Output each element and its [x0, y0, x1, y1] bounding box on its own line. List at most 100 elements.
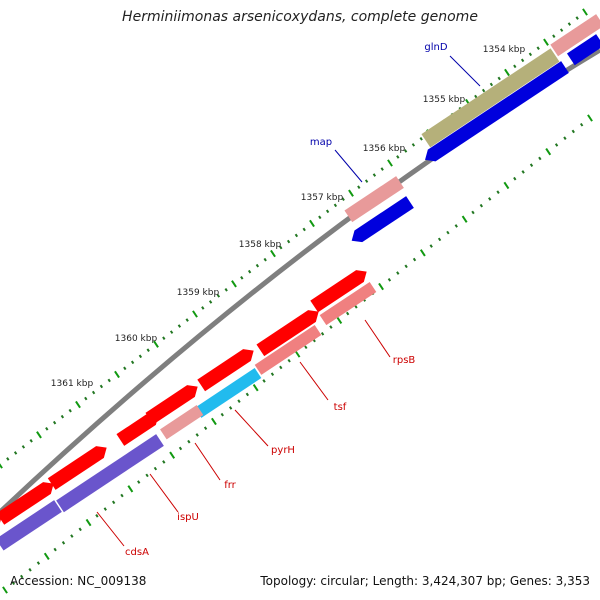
gene-leader-line: [364, 319, 391, 358]
inner-tick: [545, 148, 552, 156]
pyrH-band: [194, 368, 262, 418]
outer-tick: [419, 137, 423, 141]
inner-tick: [162, 460, 166, 464]
outer-tick: [138, 354, 143, 359]
outer-tick: [208, 300, 213, 304]
outer-tick: [552, 34, 556, 38]
outer-tick: [372, 173, 377, 177]
forward-cds-4-shape: [116, 413, 159, 446]
outer-tick: [279, 245, 283, 250]
outer-tick: [325, 209, 330, 214]
inner-tick: [488, 197, 492, 201]
map-title: Herminiimonas arsenicoxydans, complete g…: [122, 9, 478, 25]
inner-tick: [461, 215, 468, 223]
outer-tick: [520, 58, 525, 63]
inner-tick: [571, 129, 575, 134]
inner-tick: [53, 547, 57, 552]
upper-rna-band: [550, 14, 600, 57]
inner-tick: [554, 143, 559, 147]
outer-tick: [380, 167, 384, 171]
outer-tick: [309, 219, 315, 228]
inner-tick: [153, 466, 158, 471]
outer-tick: [84, 396, 88, 401]
outer-tick: [91, 390, 96, 395]
inner-tick: [20, 574, 24, 579]
outer-tick: [177, 324, 182, 328]
outer-tick: [528, 52, 533, 57]
forward-cds-0: [310, 270, 367, 313]
forward-cds-6: [0, 482, 54, 525]
outer-tick: [216, 294, 221, 298]
inner-tick: [145, 473, 149, 478]
outer-tick: [513, 64, 517, 69]
outer-tick: [333, 203, 338, 208]
genome-summary: Topology: circular; Length: 3,424,307 bp…: [260, 574, 590, 588]
inner-tick: [529, 163, 534, 168]
glnD-band: [421, 48, 560, 148]
outer-tick: [162, 336, 166, 340]
outer-tick: [29, 439, 33, 443]
outer-tick: [36, 431, 42, 439]
gene-label: map: [310, 137, 332, 148]
inner-tick: [211, 417, 217, 426]
inner-tick: [287, 358, 291, 363]
inner-tick: [187, 439, 191, 444]
inner-tick: [320, 331, 325, 336]
inner-tick: [279, 365, 283, 370]
inner-tick: [471, 210, 475, 215]
forward-cds-6-shape: [0, 482, 54, 525]
upper-reverse-cds: [566, 34, 600, 66]
outer-tick: [341, 197, 345, 202]
outer-tick: [318, 215, 322, 220]
upper-reverse-cds-shape: [566, 34, 600, 66]
outer-tick: [130, 360, 135, 365]
inner-tick: [61, 540, 66, 545]
outer-tick: [348, 189, 354, 197]
inner-tick: [137, 480, 141, 484]
inner-tick: [78, 527, 82, 532]
outer-tick: [68, 408, 72, 413]
pyrH-band-shape: [194, 368, 262, 418]
scale-label: 1355 kbp: [423, 95, 466, 105]
outer-tick: [75, 400, 81, 409]
inner-tick: [237, 399, 241, 404]
inner-tick: [228, 406, 233, 410]
outer-tick: [224, 288, 228, 292]
ispU-band: [56, 434, 164, 513]
map-band-shape: [344, 176, 404, 223]
rpsB-band-shape: [319, 282, 377, 326]
gene-leader-line: [299, 361, 329, 401]
outer-tick: [559, 28, 564, 32]
inner-tick: [587, 114, 593, 122]
map-band: [344, 176, 404, 223]
inner-tick: [437, 237, 442, 242]
outer-tick: [543, 38, 549, 46]
outer-tick: [263, 257, 267, 262]
tsf-band-shape: [254, 325, 322, 375]
gene-label: frr: [224, 480, 236, 491]
map-cds-shape: [351, 196, 414, 243]
scale-label: 1359 kbp: [177, 288, 220, 298]
outer-tick: [364, 179, 369, 183]
scale-label: 1360 kbp: [115, 334, 158, 344]
outer-tick: [21, 445, 26, 449]
outer-tick: [185, 318, 189, 322]
inner-tick: [419, 249, 426, 257]
outer-tick: [497, 76, 501, 81]
frr-band: [160, 405, 204, 440]
inner-tick: [294, 350, 301, 358]
inner-tick: [538, 156, 542, 161]
inner-tick: [513, 176, 517, 181]
cdsA-band-shape: [0, 500, 62, 551]
inner-tick: [336, 316, 343, 324]
gene-leader-line: [449, 55, 481, 87]
inner-tick: [203, 426, 208, 430]
inner-tick: [262, 379, 266, 383]
gene-leader-line: [96, 511, 125, 547]
outer-tick: [474, 94, 478, 99]
outer-tick: [489, 82, 494, 87]
inner-tick: [220, 412, 224, 417]
outer-tick: [114, 370, 120, 379]
outer-tick: [387, 159, 393, 167]
outer-tick: [567, 22, 572, 26]
